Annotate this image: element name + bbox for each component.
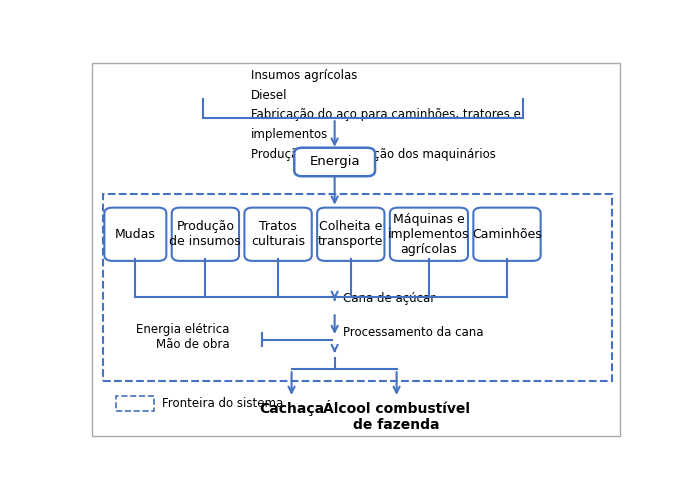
Text: Cachaça: Cachaça: [259, 402, 324, 415]
Text: Produção
de insumos: Produção de insumos: [170, 220, 241, 248]
Text: Processamento da cana: Processamento da cana: [343, 326, 483, 339]
Text: Fronteira do sistema: Fronteira do sistema: [163, 397, 284, 410]
Text: Fabricação do aço para caminhões, tratores e: Fabricação do aço para caminhões, trator…: [251, 108, 521, 122]
Text: Álcool combustível
de fazenda: Álcool combustível de fazenda: [323, 402, 470, 432]
Text: Energia elétrica
Mão de obra: Energia elétrica Mão de obra: [136, 323, 229, 351]
Text: Diesel: Diesel: [251, 88, 288, 102]
FancyBboxPatch shape: [172, 207, 239, 261]
FancyBboxPatch shape: [294, 148, 375, 176]
FancyBboxPatch shape: [104, 207, 166, 261]
Text: implementos: implementos: [251, 128, 329, 141]
FancyBboxPatch shape: [473, 207, 541, 261]
FancyBboxPatch shape: [390, 207, 468, 261]
Text: Energia: Energia: [309, 156, 360, 168]
FancyBboxPatch shape: [245, 207, 312, 261]
Text: Insumos agrícolas: Insumos agrícolas: [251, 69, 357, 82]
Text: Produção e manutenção dos maquinários: Produção e manutenção dos maquinários: [251, 148, 496, 161]
Text: Máquinas e
implementos
agrícolas: Máquinas e implementos agrícolas: [388, 213, 470, 256]
FancyBboxPatch shape: [317, 207, 384, 261]
Text: Tratos
culturais: Tratos culturais: [251, 220, 305, 248]
Text: Cana de açúcar: Cana de açúcar: [343, 291, 435, 305]
Text: Colheita e
transporte: Colheita e transporte: [318, 220, 384, 248]
Text: Mudas: Mudas: [115, 228, 156, 241]
Text: Caminhões: Caminhões: [472, 228, 542, 241]
